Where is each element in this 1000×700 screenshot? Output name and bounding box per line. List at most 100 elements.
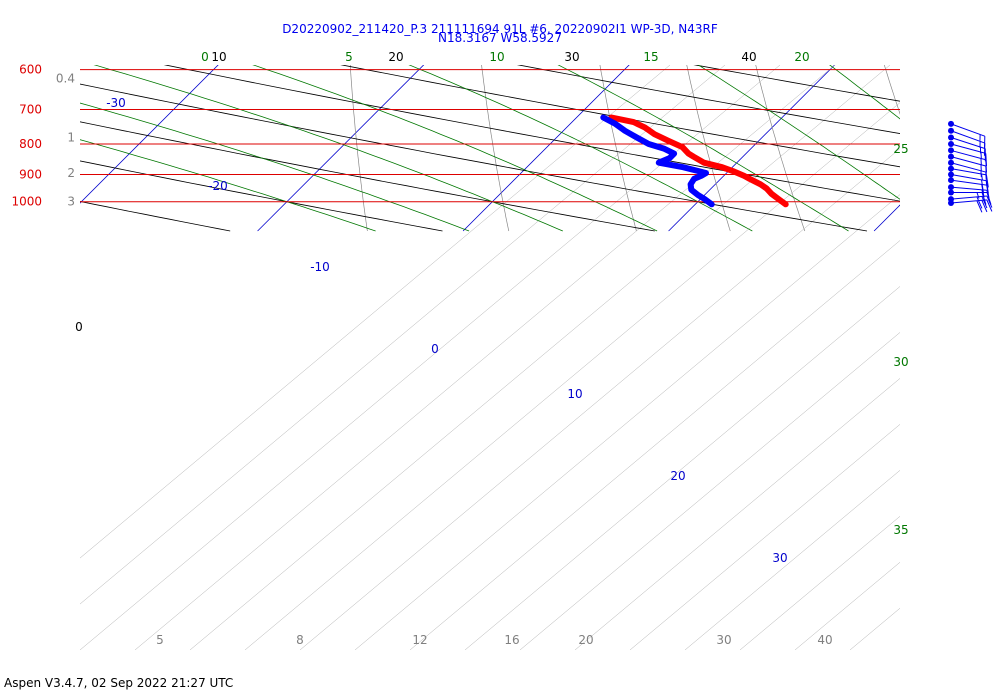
moist-adiabat-label: 15 — [643, 50, 658, 64]
isobar-label: 800 — [19, 137, 42, 151]
moist-adiabat-line — [252, 65, 658, 232]
plot-area — [80, 52, 1000, 650]
wind-barb-staff — [950, 143, 986, 154]
guide-line — [189, 65, 891, 650]
dewpoint-profile-point — [689, 188, 693, 192]
wind-barb-flag — [986, 192, 992, 205]
dry-adiabat-line — [693, 65, 900, 102]
isotherm-label: 20 — [670, 469, 685, 483]
temperature-profile-point — [687, 152, 691, 156]
wind-barb-flag — [981, 192, 987, 205]
isotherm-label: -20 — [208, 179, 228, 193]
dry-adiabat-label: 0 — [75, 320, 83, 334]
guide-line — [849, 607, 900, 650]
dewpoint-profile-point — [613, 122, 617, 126]
mixing-ratio-label: 5 — [156, 633, 164, 647]
guide-line — [299, 148, 900, 650]
moist-adiabat-label: 30 — [893, 355, 908, 369]
dry-adiabat-label: 40 — [741, 50, 756, 64]
wind-barb-staff — [950, 162, 986, 173]
temperature-profile-point — [692, 155, 696, 159]
mixing-ratio-label: 8 — [296, 633, 304, 647]
wind-barb-flag — [981, 200, 988, 213]
wind-barb — [948, 199, 993, 213]
wind-barb-staff — [950, 173, 987, 182]
wind-barb — [948, 195, 993, 209]
mixing-ratio-line — [349, 65, 368, 232]
isotherm-label: 30 — [772, 551, 787, 565]
wind-barb-staff — [950, 130, 985, 144]
mixing-ratio-line — [883, 65, 900, 115]
isobar-label: 900 — [19, 167, 42, 181]
mixing-ratio-line — [973, 52, 1000, 231]
wind-barb-flag — [985, 174, 989, 188]
mixing-ratio-label: 20 — [578, 633, 593, 647]
dry-adiabat-line — [340, 65, 900, 168]
moist-adiabat-label: 10 — [489, 50, 504, 64]
isotherm-line — [80, 65, 219, 204]
wind-barb-staff — [950, 168, 987, 176]
moist-adiabat-label: 25 — [893, 142, 908, 156]
dry-adiabat-label: 30 — [564, 50, 579, 64]
temperature-profile-point — [758, 182, 762, 186]
dewpoint-profile-point — [703, 197, 707, 201]
dry-adiabat-line — [80, 201, 231, 232]
moist-adiabat-label: 0 — [201, 50, 209, 64]
mixing-ratio-label: 40 — [817, 633, 832, 647]
wind-barb-flag — [986, 195, 993, 208]
temperature-profile-point — [742, 174, 746, 178]
guide-line — [574, 378, 900, 650]
dewpoint-profile-point — [681, 165, 685, 169]
temperature-profile-point — [666, 139, 670, 143]
dewpoint-profile-point — [692, 177, 696, 181]
wind-barb — [948, 127, 986, 156]
height-label: 2 — [67, 166, 75, 180]
wind-barb-staff — [950, 137, 986, 150]
wind-barb-staff — [950, 199, 987, 204]
wind-barb-flag — [976, 200, 983, 213]
dry-adiabat-line — [80, 83, 868, 232]
mixing-ratio-label: 16 — [504, 633, 519, 647]
footer-version: Aspen V3.4.7, 02 Sep 2022 21:27 UTC — [4, 676, 234, 690]
dewpoint-profile-point — [672, 152, 676, 156]
dry-adiabat-line — [516, 65, 900, 134]
temperature-profile-point — [720, 165, 724, 169]
wind-barb-flag — [986, 199, 993, 212]
dewpoint-profile-point — [623, 129, 627, 133]
chart-title: D20220902_211420_P.3 211111694 91L #6, 2… — [282, 22, 718, 36]
moist-adiabat-line — [557, 65, 849, 232]
dewpoint-profile-point — [601, 116, 605, 120]
wind-barb-half-flag — [976, 192, 980, 199]
temperature-profile-point — [680, 145, 684, 149]
wind-barb-staff — [950, 186, 987, 191]
guide-line — [80, 65, 671, 559]
wind-barb-half-flag — [981, 173, 983, 181]
guide-line — [739, 515, 900, 650]
wind-barb-staff — [950, 149, 986, 161]
mixing-ratio-label: 30 — [716, 633, 731, 647]
height-label: 0.4 — [56, 72, 75, 86]
temperature-profile-point — [643, 125, 647, 129]
isotherm-label: 0 — [431, 342, 439, 356]
mixing-ratio-line — [599, 65, 637, 232]
wind-barb — [948, 165, 989, 188]
dry-adiabat-line — [163, 65, 900, 202]
dry-adiabat-label: 20 — [388, 50, 403, 64]
mixing-ratio-label: 12 — [412, 633, 427, 647]
moist-adiabat-line — [80, 139, 376, 232]
dewpoint-profile-point — [662, 147, 666, 151]
moist-adiabat-line — [829, 65, 900, 120]
wind-barb-flag — [981, 184, 985, 198]
dry-adiabat-line — [80, 121, 655, 232]
isotherm-line — [257, 65, 425, 232]
dewpoint-profile-point — [667, 156, 671, 160]
temperature-profile-point — [777, 197, 781, 201]
isobar-label: 700 — [19, 103, 42, 117]
wind-barb-staff — [950, 123, 985, 137]
wind-barb — [948, 141, 988, 167]
wind-barb-staff — [950, 179, 987, 186]
guide-line — [134, 65, 836, 650]
guide-line — [464, 286, 900, 650]
dewpoint-profile-point — [657, 161, 661, 165]
